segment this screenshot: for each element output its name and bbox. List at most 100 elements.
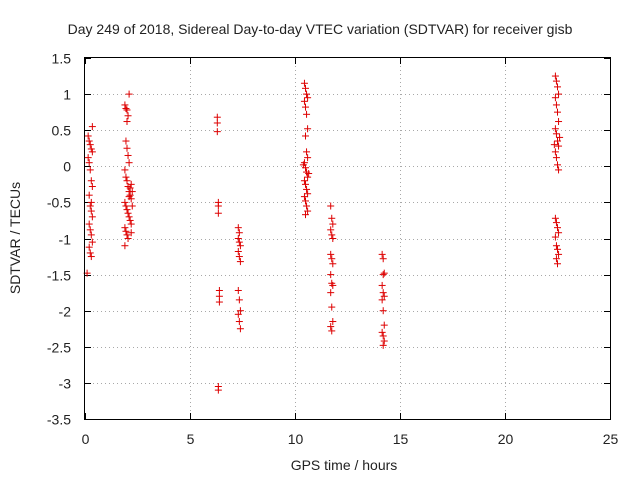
data-point	[555, 250, 563, 258]
data-point	[88, 123, 96, 131]
x-tick-label: 10	[288, 431, 304, 447]
y-tick-label: -0.5	[47, 195, 71, 211]
data-point	[329, 235, 337, 242]
data-point	[327, 271, 335, 279]
data-point	[379, 271, 387, 279]
data-point	[554, 83, 561, 91]
data-point	[88, 148, 96, 156]
data-point	[124, 151, 132, 159]
y-tick-label: 1	[63, 87, 71, 103]
data-point	[554, 260, 561, 268]
data-point	[302, 180, 309, 188]
data-point	[303, 110, 311, 118]
data-point	[380, 337, 388, 345]
data-point	[304, 154, 312, 162]
data-point	[328, 231, 336, 239]
grid-lines	[85, 58, 610, 419]
data-point	[329, 260, 337, 268]
data-point	[122, 137, 130, 145]
data-point	[328, 327, 336, 335]
data-point	[304, 190, 312, 198]
data-point	[554, 245, 561, 253]
data-point	[122, 202, 130, 210]
data-point	[125, 159, 133, 167]
data-point	[302, 132, 309, 140]
data-point	[125, 213, 133, 221]
axis-ticks: 0 5 10 15 20 25 1.5 1 0.5 0 -0.5 -1 -1.5 -2 -2.5 -3 -3.5	[47, 51, 619, 448]
data-point	[86, 141, 94, 149]
data-point	[122, 105, 130, 113]
y-tick-label: 0	[63, 159, 71, 175]
data-point	[551, 214, 559, 222]
data-point	[121, 224, 129, 232]
y-tick-label: 0.5	[52, 123, 72, 139]
data-point	[88, 183, 96, 191]
data-point	[87, 253, 95, 261]
data-point	[555, 118, 563, 126]
x-axis-label: GPS time / hours	[291, 457, 398, 473]
y-tick-label: 1.5	[52, 51, 72, 67]
data-point	[552, 242, 560, 250]
data-point	[328, 303, 336, 311]
data-point	[126, 216, 134, 224]
data-point	[213, 128, 221, 136]
y-tick-label: -2.5	[47, 340, 71, 356]
data-point	[551, 233, 559, 241]
data-point	[302, 197, 309, 205]
data-point	[552, 101, 560, 109]
data-point	[379, 307, 387, 315]
data-point	[121, 198, 129, 206]
data-point	[87, 145, 95, 153]
data-point	[235, 229, 243, 237]
data-point	[236, 325, 244, 333]
data-point	[86, 166, 94, 174]
data-point	[300, 97, 308, 105]
data-point	[555, 90, 563, 98]
data-point	[327, 250, 335, 258]
data-point	[121, 166, 129, 174]
data-point	[214, 202, 222, 210]
data-point	[121, 101, 129, 109]
data-point	[300, 177, 308, 185]
y-tick-label: -1.5	[47, 268, 71, 284]
data-point	[123, 118, 131, 126]
data-point	[380, 269, 388, 277]
data-point	[126, 191, 134, 199]
data-point	[300, 79, 308, 87]
data-point	[329, 281, 337, 289]
data-point	[125, 193, 133, 201]
data-point	[234, 224, 242, 232]
data-point	[236, 307, 244, 315]
data-point	[327, 323, 335, 331]
data-point	[303, 90, 311, 98]
data-point	[302, 84, 309, 92]
data-point	[327, 289, 335, 297]
data-point	[235, 253, 243, 261]
data-point	[378, 250, 386, 258]
data-point	[379, 341, 387, 349]
data-point	[303, 185, 311, 193]
data-point	[329, 220, 337, 228]
data-points	[83, 72, 564, 394]
data-point	[304, 125, 312, 133]
data-point	[378, 281, 386, 289]
data-point	[87, 177, 95, 185]
data-point	[87, 207, 95, 215]
data-point	[127, 229, 135, 237]
data-point	[123, 144, 131, 152]
data-point	[300, 193, 308, 201]
data-point	[124, 209, 132, 217]
data-point	[551, 72, 559, 80]
x-tick-label: 5	[187, 431, 195, 447]
data-point	[128, 202, 136, 210]
data-point	[327, 226, 335, 234]
data-point	[551, 94, 559, 102]
x-tick-label: 15	[393, 431, 409, 447]
data-point	[328, 255, 336, 263]
data-point	[123, 106, 131, 114]
chart-title: Day 249 of 2018, Sidereal Day-to-day VTE…	[68, 21, 573, 37]
data-point	[123, 206, 131, 214]
y-tick-label: -3	[59, 376, 72, 392]
data-point	[234, 235, 242, 242]
